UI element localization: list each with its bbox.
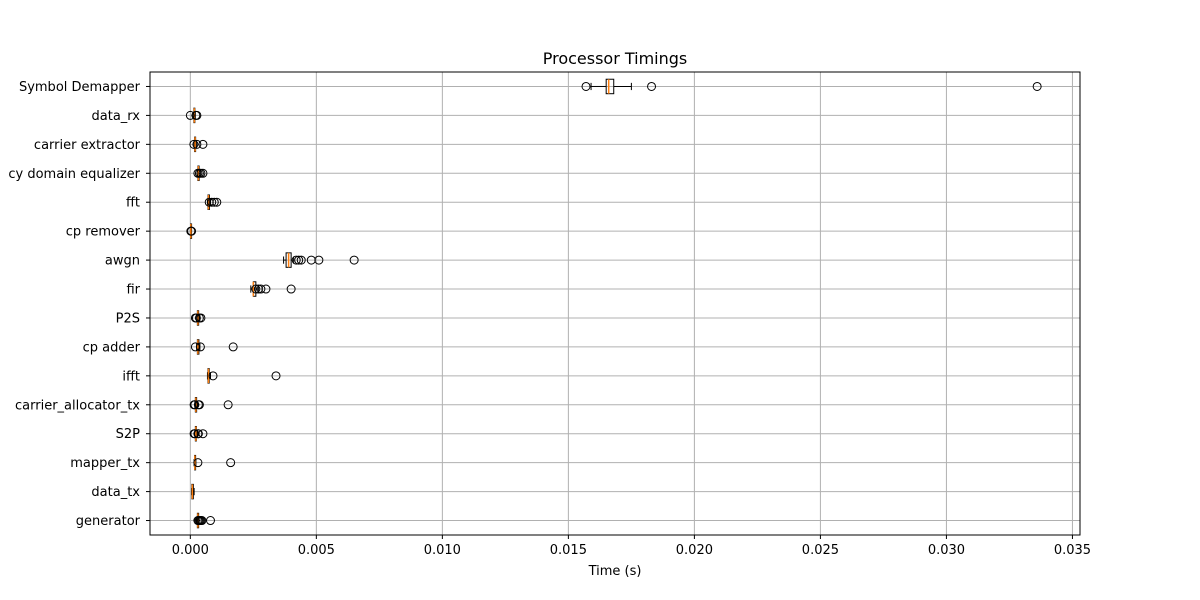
flier-point [198, 168, 208, 178]
flier-point [226, 458, 236, 468]
flier-point [251, 284, 261, 294]
x-tick-label: 0.030 [928, 543, 965, 558]
flier-point [192, 139, 202, 149]
box-group [186, 223, 197, 239]
y-tick-label: awgn [105, 254, 140, 269]
flier-point [197, 516, 207, 526]
flier-point [189, 139, 199, 149]
box-group [189, 397, 233, 413]
flier-point [256, 284, 266, 294]
flier-point [581, 81, 591, 91]
y-ticks: generator data_tx mapper_tx S2P carrier_allo… [8, 80, 150, 529]
x-tick-label: 0.035 [1054, 543, 1091, 558]
y-tick-label: ifft [122, 369, 140, 384]
box-group [193, 454, 236, 471]
flier-point [271, 371, 281, 381]
boxes [185, 78, 1042, 529]
flier-point [190, 400, 200, 410]
flier-point [261, 284, 271, 294]
box-group [185, 107, 202, 124]
flier-point [187, 226, 197, 236]
flier-point [198, 139, 208, 149]
chart-title: Processor Timings [543, 49, 688, 68]
flier-point [212, 197, 222, 207]
box-group [250, 281, 296, 297]
y-tick-label: cy domain equalizer [8, 167, 140, 182]
flier-point [196, 313, 206, 323]
box [605, 78, 615, 95]
flier-point [291, 255, 301, 265]
y-tick-label: Symbol Demapper [19, 80, 141, 95]
x-tick-label: 0.005 [298, 543, 335, 558]
flier-point [194, 400, 204, 410]
flier-point [314, 255, 324, 265]
flier-point [294, 255, 304, 265]
flier-point [208, 371, 218, 381]
box-group [193, 512, 215, 529]
flier-point [1032, 81, 1042, 91]
flier-point [296, 255, 306, 265]
x-tick-label: 0.015 [550, 543, 587, 558]
y-tick-label: carrier_allocator_tx [15, 398, 140, 413]
y-tick-label: carrier extractor [34, 138, 141, 153]
y-tick-label: generator [76, 514, 141, 529]
box-group [581, 78, 1042, 95]
x-axis-label: Time (s) [588, 564, 642, 579]
y-tick-label: data_tx [91, 485, 140, 500]
box-group [189, 425, 208, 442]
box-group [204, 194, 222, 210]
flier-point [193, 429, 203, 439]
flier-point [647, 81, 657, 91]
flier-point [207, 197, 217, 207]
flier-point [205, 516, 215, 526]
y-tick-label: fir [126, 283, 140, 298]
flier-point [195, 342, 205, 352]
flier-point [190, 342, 200, 352]
y-tick-label: cp remover [66, 225, 141, 240]
y-tick-label: P2S [116, 311, 140, 326]
flier-point [223, 400, 233, 410]
box-group [206, 368, 281, 384]
flier-point [349, 255, 359, 265]
x-ticks: 0.000 0.005 0.010 0.015 0.020 0.025 0.030 0.035 [172, 535, 1091, 558]
box-group [189, 136, 208, 153]
flier-point [286, 284, 296, 294]
x-tick-label: 0.000 [172, 543, 209, 558]
x-tick-label: 0.020 [676, 543, 713, 558]
flier-point [185, 110, 195, 120]
y-tick-label: mapper_tx [70, 456, 140, 471]
flier-point [193, 458, 203, 468]
y-tick-label: data_rx [92, 109, 141, 124]
flier-point [192, 110, 202, 120]
box-group [283, 252, 359, 268]
flier-point [228, 342, 238, 352]
flier-point [209, 197, 219, 207]
box-group [193, 165, 208, 182]
box-group [191, 483, 195, 500]
y-tick-label: cp adder [83, 340, 141, 355]
y-tick-label: fft [126, 196, 140, 211]
flier-point [191, 313, 201, 323]
plot-frame [149, 71, 1081, 536]
x-tick-label: 0.025 [802, 543, 839, 558]
grid-lines [150, 72, 1080, 535]
y-tick-label: S2P [116, 427, 141, 442]
box-group [190, 310, 206, 326]
flier-point [198, 429, 208, 439]
x-tick-label: 0.010 [424, 543, 461, 558]
box-group [190, 339, 238, 355]
